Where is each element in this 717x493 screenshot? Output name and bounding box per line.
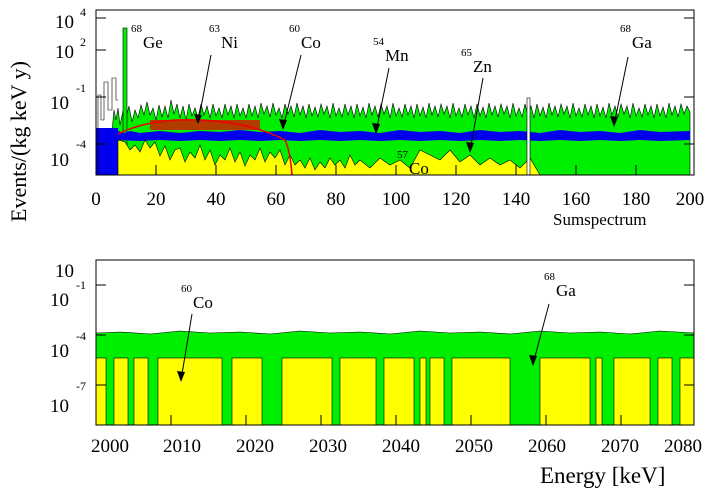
annotation-zn65-label: Zn bbox=[473, 57, 492, 76]
bottom-x-tick-labels: 2000 2010 2020 2030 2040 2050 2060 2070 … bbox=[91, 436, 702, 457]
top-ytick-3-base: 10 bbox=[50, 150, 69, 171]
top-ytick-3-exp: -4 bbox=[76, 137, 86, 151]
annotation-ga68-sup: 68 bbox=[620, 23, 632, 35]
top-red-fill bbox=[150, 120, 260, 130]
bottom-panel: 10 -1 10 -4 10 -7 10 2000 2010 2020 2030… bbox=[50, 259, 702, 488]
top-ytick-2-exp: -1 bbox=[76, 81, 86, 95]
top-xtick-label: 40 bbox=[207, 189, 226, 210]
annotation-ge68-label: Ge bbox=[143, 33, 163, 52]
annotation-ni63-label: Ni bbox=[221, 33, 238, 52]
top-xtick-label: 120 bbox=[442, 189, 471, 210]
bottom-ytick-1-exp: -4 bbox=[76, 329, 86, 343]
bottom-xtick-label: 2020 bbox=[236, 436, 274, 457]
bottom-xtick-label: 2080 bbox=[664, 436, 702, 457]
top-line-145 bbox=[526, 97, 531, 176]
annotation-zn65-arrowhead bbox=[466, 142, 474, 153]
annotation-ni63-sup: 63 bbox=[209, 23, 221, 35]
top-xtick-label: 0 bbox=[91, 189, 101, 210]
top-xtick-label: 20 bbox=[147, 189, 166, 210]
top-x-ticks bbox=[95, 165, 695, 175]
top-panel: 10 4 10 2 -1 10 -4 10 0 20 40 60 80 100 … bbox=[50, 5, 704, 229]
annotation-mn54-arrow bbox=[375, 67, 390, 133]
bottom-xtick-label: 2010 bbox=[163, 436, 201, 457]
top-ytick-1-base: 10 bbox=[55, 42, 74, 63]
top-series-yellow bbox=[117, 139, 541, 176]
x-axis-label: Energy [keV] bbox=[540, 463, 665, 488]
annotation-bottom-co60-arrowhead bbox=[177, 371, 185, 382]
top-xtick-label: 140 bbox=[502, 189, 531, 210]
top-xtick-label: 100 bbox=[382, 189, 411, 210]
top-y-ticks bbox=[96, 17, 694, 145]
annotation-co60-arrow bbox=[282, 54, 302, 129]
top-low-energy-outline bbox=[97, 77, 118, 175]
top-xtick-label: 200 bbox=[676, 189, 705, 210]
annotation-mn54-sup: 54 bbox=[373, 36, 385, 48]
top-xtick-label: 180 bbox=[622, 189, 651, 210]
bottom-xtick-label: 2040 bbox=[382, 436, 420, 457]
annotation-bottom-co60-arrow bbox=[180, 313, 193, 381]
annotation-bottom-ga68-sup: 68 bbox=[544, 271, 556, 283]
top-x-axis-label: Sumspectrum bbox=[553, 210, 647, 229]
bottom-xtick-label: 2000 bbox=[91, 436, 129, 457]
annotation-ga68-label: Ga bbox=[632, 33, 652, 52]
top-xtick-label: 80 bbox=[327, 189, 346, 210]
annotation-co60-sup: 60 bbox=[289, 23, 301, 35]
top-blue-low bbox=[96, 128, 118, 175]
annotation-ga68-arrowhead bbox=[610, 116, 618, 127]
top-xtick-label: 60 bbox=[267, 189, 286, 210]
annotation-ga68-arrow bbox=[613, 56, 629, 126]
annotation-co57-sup: 57 bbox=[397, 149, 409, 161]
annotation-co57-label: Co bbox=[409, 159, 429, 178]
bottom-xtick-label: 2060 bbox=[528, 436, 566, 457]
top-frame bbox=[95, 9, 695, 176]
bottom-series-yellow bbox=[95, 357, 695, 426]
bottom-ytick-0-exp: -1 bbox=[76, 278, 86, 292]
top-ytick-1-exp: 2 bbox=[80, 35, 86, 49]
top-x-tick-labels: 0 20 40 60 80 100 120 140 160 180 200 bbox=[91, 189, 704, 210]
annotation-bottom-co60-sup: 60 bbox=[181, 283, 193, 295]
top-ytick-0-base: 10 bbox=[55, 12, 74, 33]
bottom-xtick-label: 2070 bbox=[601, 436, 639, 457]
top-ytick-0-exp: 4 bbox=[80, 5, 86, 19]
bottom-xtick-label: 2050 bbox=[455, 436, 493, 457]
bottom-xtick-label: 2030 bbox=[309, 436, 347, 457]
bottom-ytick-2-exp: -7 bbox=[76, 379, 86, 393]
bottom-ytick-0b-base: 10 bbox=[50, 290, 69, 311]
annotation-bottom-ga68-arrowhead bbox=[529, 355, 537, 366]
annotation-co60-arrowhead bbox=[279, 119, 287, 130]
bottom-y-ticks bbox=[96, 284, 694, 386]
annotation-mn54-label: Mn bbox=[385, 46, 409, 65]
annotation-bottom-ga68-arrow bbox=[532, 303, 550, 365]
annotation-zn65-arrow bbox=[469, 77, 484, 152]
annotation-zn65-sup: 65 bbox=[461, 47, 473, 59]
annotation-bottom-co60-label: Co bbox=[193, 293, 213, 312]
bottom-ytick-1-base: 10 bbox=[50, 341, 69, 362]
annotation-mn54-arrowhead bbox=[372, 123, 380, 134]
top-series-blue bbox=[96, 130, 690, 175]
bottom-ytick-2-base: 10 bbox=[50, 396, 69, 417]
annotation-ni63-arrow bbox=[197, 54, 212, 124]
bottom-frame bbox=[95, 259, 695, 426]
annotation-bottom-ga68-label: Ga bbox=[556, 281, 576, 300]
annotation-ge68-sup: 68 bbox=[131, 23, 143, 35]
bottom-ytick-0-base: 10 bbox=[55, 261, 74, 282]
bottom-x-ticks bbox=[95, 415, 695, 425]
top-ytick-2-base: 10 bbox=[50, 93, 69, 114]
y-axis-label: Events/(kg keV y) bbox=[6, 61, 31, 222]
annotation-co60-label: Co bbox=[301, 33, 321, 52]
top-xtick-label: 160 bbox=[562, 189, 591, 210]
top-annotations: 68 Ge 63 Ni 60 Co 54 Mn 65 Zn 68 Ga 57 C… bbox=[131, 23, 652, 178]
annotation-ni63-arrowhead bbox=[194, 114, 202, 124]
